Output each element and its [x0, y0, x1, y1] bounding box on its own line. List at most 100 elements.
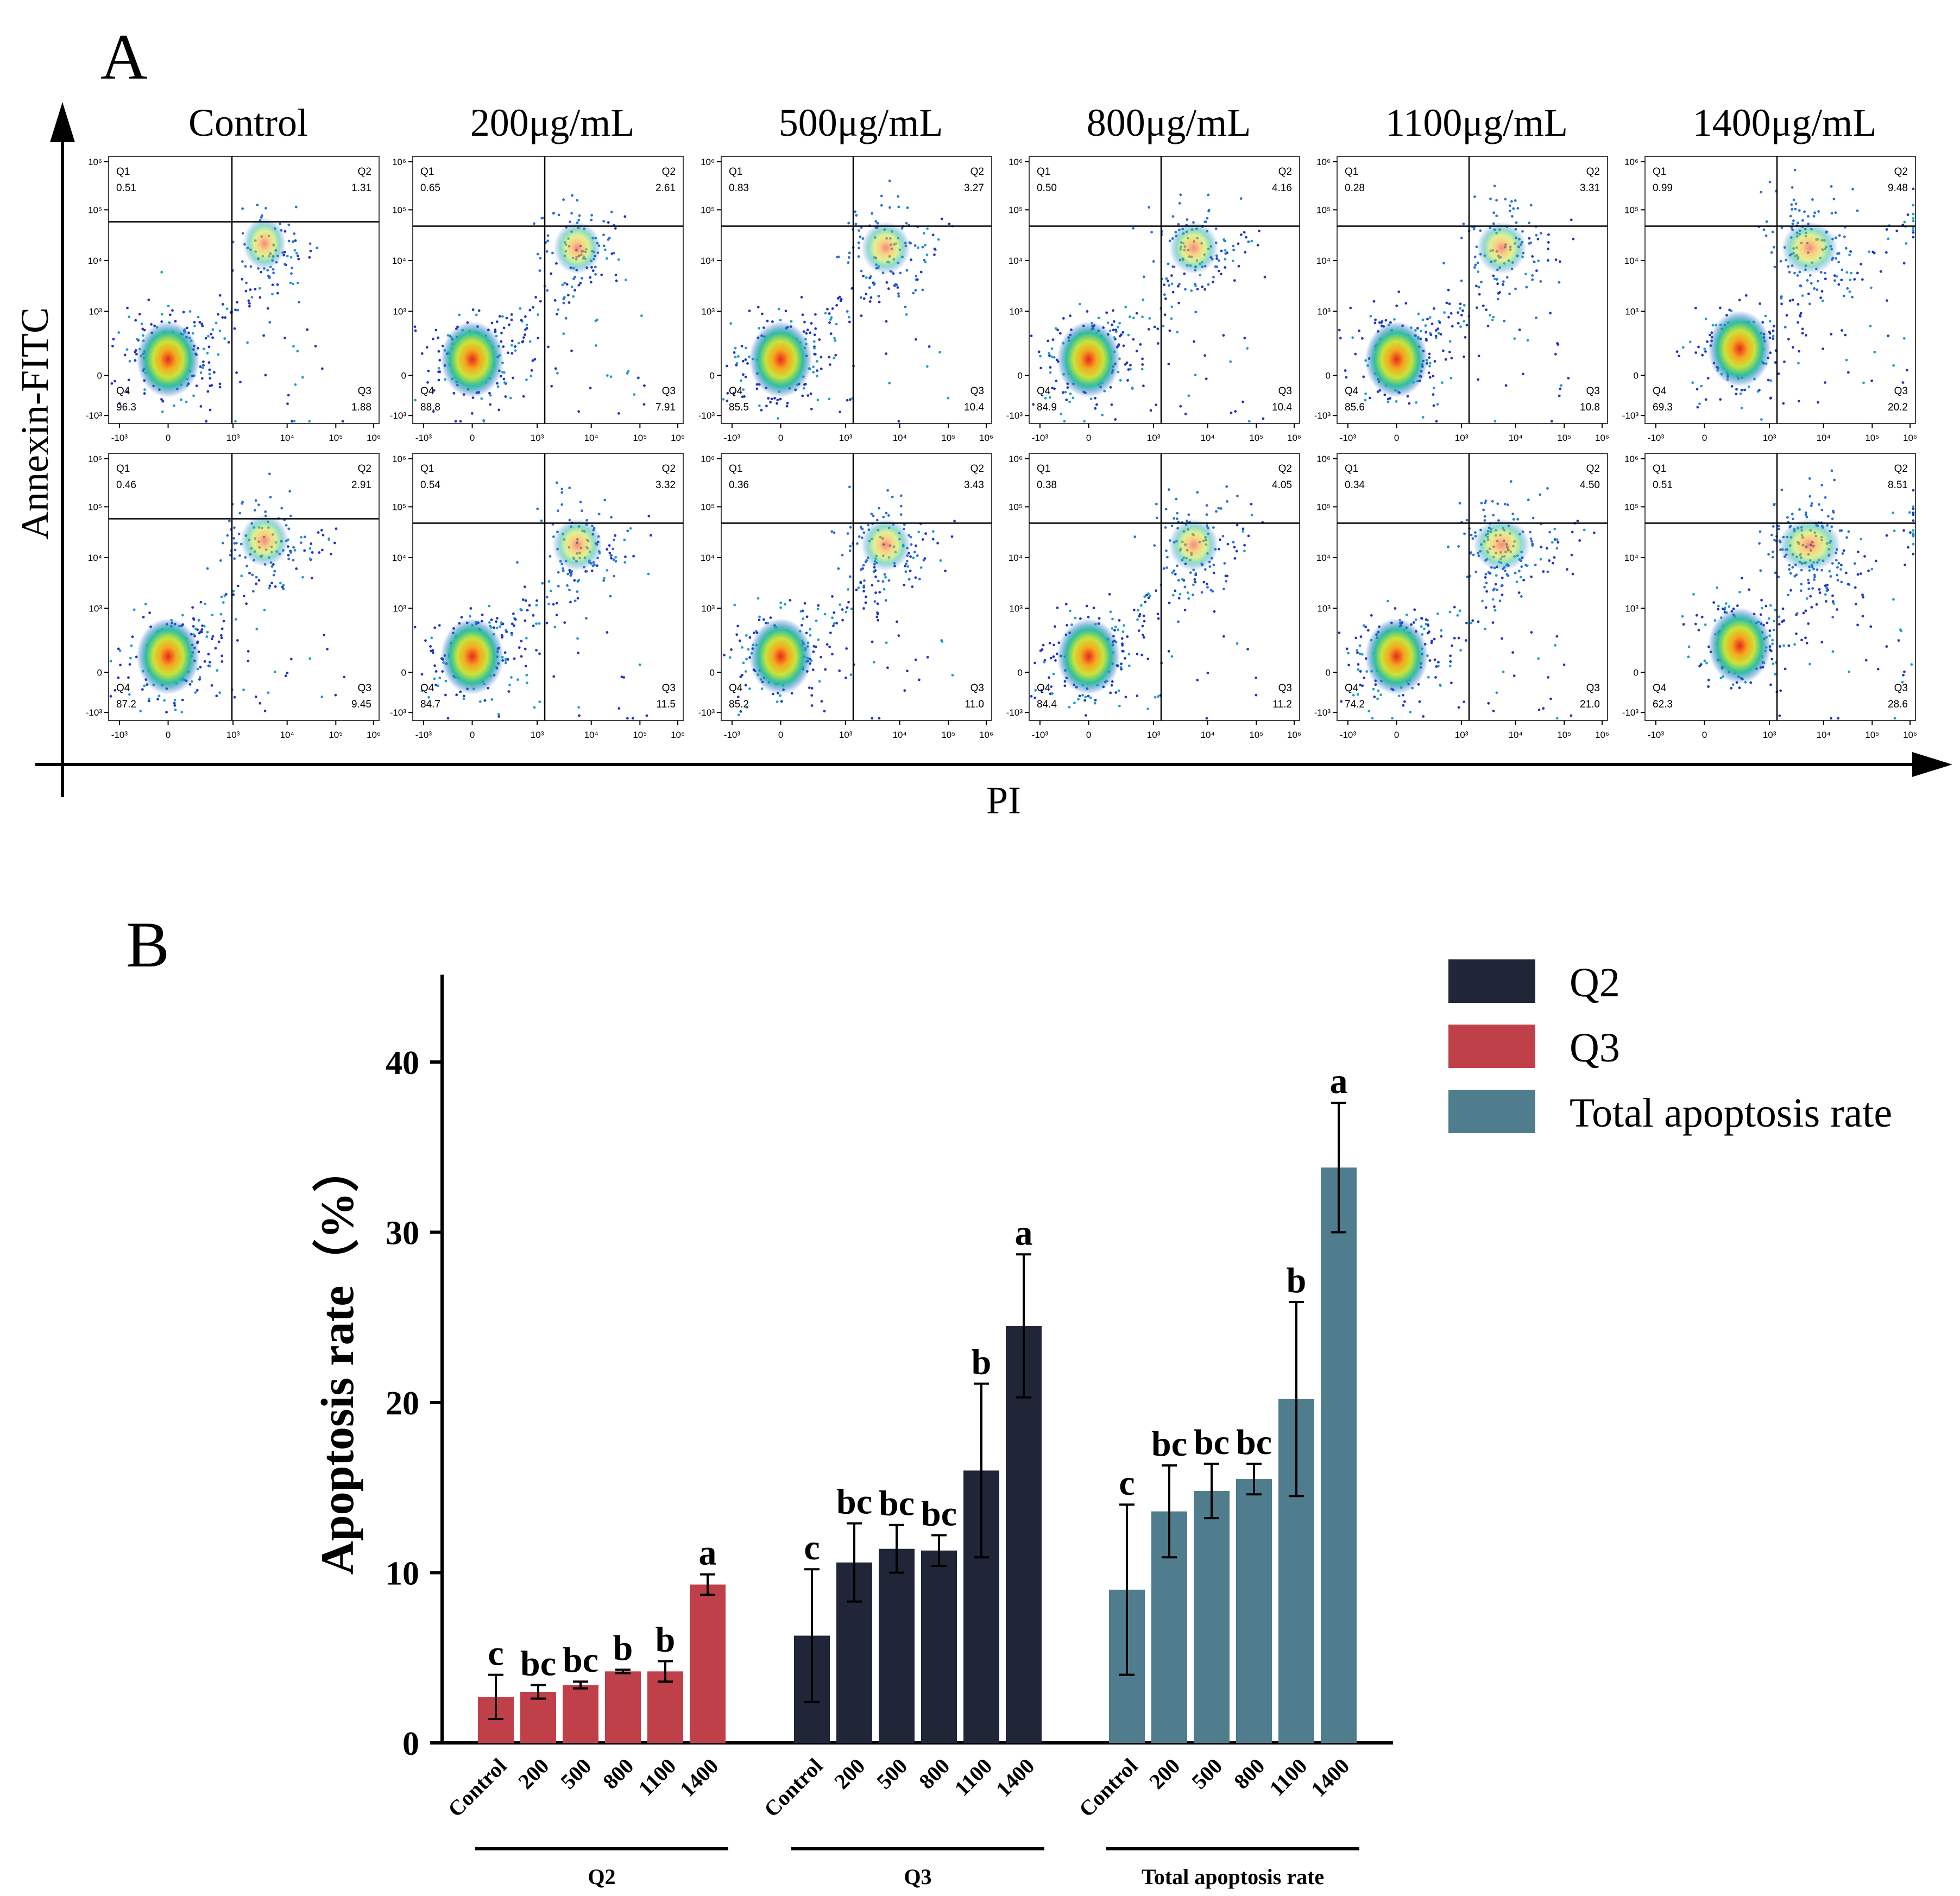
event-dot: [1175, 497, 1178, 501]
event-dot: [1069, 609, 1072, 612]
event-dot: [602, 579, 605, 582]
event-dot: [818, 680, 821, 683]
event-dot: [1514, 287, 1517, 290]
event-dot: [1773, 325, 1775, 328]
event-dot: [1219, 273, 1222, 276]
event-dot: [1432, 375, 1435, 378]
event-dot: [1423, 627, 1426, 630]
event-dot: [432, 337, 434, 340]
event-dot: [577, 652, 579, 655]
event-dot: [906, 206, 909, 209]
event-dot: [1143, 620, 1146, 623]
event-dot: [855, 214, 858, 217]
density-core: [136, 321, 200, 397]
x-tick-label: -10³: [111, 433, 128, 443]
event-dot: [254, 696, 257, 698]
event-dot: [1135, 350, 1138, 352]
event-dot: [1841, 268, 1844, 271]
event-dot: [1492, 589, 1495, 592]
event-dot: [1232, 249, 1236, 251]
event-dot: [1042, 643, 1045, 647]
event-dot: [535, 622, 538, 625]
event-dot: [536, 252, 539, 256]
event-dot: [192, 394, 195, 397]
event-dot: [1912, 535, 1915, 538]
event-dot: [1463, 700, 1466, 703]
event-dot: [241, 501, 244, 504]
event-dot: [1795, 573, 1798, 576]
event-dot: [1459, 649, 1463, 652]
event-dot: [609, 375, 613, 378]
event-dot: [287, 558, 290, 560]
event-dot: [320, 529, 323, 532]
event-dot: [247, 659, 250, 662]
event-dot: [1838, 529, 1842, 532]
event-dot: [1484, 628, 1487, 631]
event-dot: [1440, 635, 1443, 638]
event-dot: [1434, 676, 1437, 679]
event-dot: [477, 309, 481, 312]
event-dot: [460, 616, 463, 619]
event-dot: [1818, 503, 1820, 506]
event-dot: [218, 382, 222, 385]
event-dot: [1347, 663, 1351, 667]
event-dot: [201, 324, 204, 327]
event-dot: [1547, 259, 1549, 262]
event-dot: [1177, 285, 1180, 288]
event-dot: [878, 300, 881, 304]
event-dot: [841, 608, 844, 611]
event-dot: [1443, 311, 1446, 314]
event-dot: [1834, 211, 1837, 214]
significance-letter: bc: [563, 1640, 598, 1680]
event-dot: [238, 511, 242, 515]
event-dot: [1338, 631, 1341, 634]
event-dot: [1571, 530, 1574, 534]
event-dot: [591, 269, 595, 272]
y-tick-label: -10³: [1622, 410, 1639, 421]
event-dot: [1167, 488, 1170, 491]
event-dot: [835, 304, 838, 307]
event-dot: [545, 622, 549, 624]
event-dot: [801, 624, 803, 627]
event-dot: [505, 630, 508, 633]
event-dot: [553, 299, 557, 302]
event-dot: [1504, 384, 1508, 387]
quadrant-label: Q2: [662, 463, 676, 475]
event-dot: [291, 420, 293, 423]
event-dot: [831, 616, 834, 620]
event-dot: [1529, 537, 1533, 540]
event-dot: [1215, 266, 1219, 268]
event-dot: [1760, 191, 1763, 194]
event-dot: [1912, 513, 1915, 516]
event-dot: [1863, 555, 1866, 558]
event-dot: [785, 405, 789, 408]
y-tick-label: 10: [386, 1556, 419, 1592]
event-dot: [237, 532, 241, 535]
quadrant-label: Q1: [1653, 166, 1666, 178]
event-dot: [1826, 584, 1829, 586]
event-dot: [576, 199, 579, 202]
event-dot: [507, 351, 509, 355]
event-dot: [766, 319, 769, 323]
event-dot: [1052, 655, 1055, 658]
event-dot: [916, 554, 919, 557]
event-dot: [824, 312, 827, 315]
bar: [1321, 1167, 1357, 1743]
event-dot: [1196, 491, 1199, 494]
event-dot: [1442, 262, 1445, 264]
event-dot: [1232, 541, 1235, 543]
event-dot: [1183, 609, 1187, 611]
event-dot: [1830, 333, 1833, 336]
event-dot: [209, 377, 212, 380]
event-dot: [1798, 209, 1801, 212]
quadrant-label: Q1: [1037, 166, 1050, 178]
event-dot: [1424, 324, 1427, 327]
event-dot: [1171, 571, 1174, 574]
event-dot: [1179, 193, 1182, 197]
quadrant-value: 28.6: [1888, 699, 1908, 710]
event-dot: [1124, 305, 1127, 308]
event-dot: [1222, 334, 1225, 337]
event-dot: [941, 640, 944, 643]
event-dot: [1576, 520, 1579, 522]
y-tick-label: 10⁴: [88, 553, 102, 563]
